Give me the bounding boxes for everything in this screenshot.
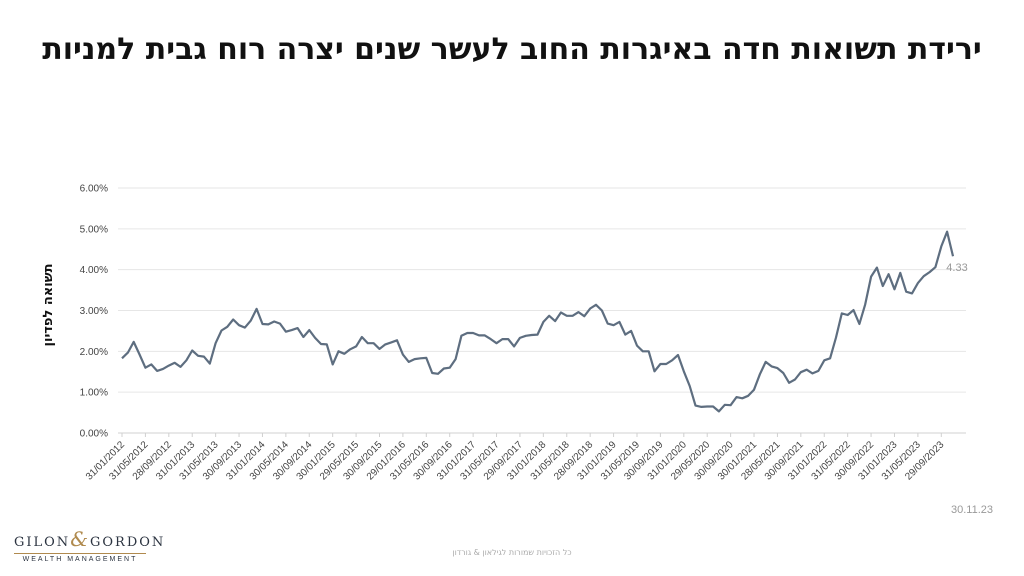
copyright-notice: כל הזכויות שמורות לגילאון & גורדון	[452, 548, 572, 557]
logo-divider	[14, 553, 146, 554]
logo-ampersand: &	[70, 527, 90, 551]
chart-title: ירידת תשואות חדה באיגרות החוב לעשר שנים …	[42, 32, 982, 67]
series-layer	[121, 230, 955, 413]
y-tick-label: 1.00%	[80, 388, 108, 399]
logo-wordmark: GILON&GORDON	[14, 527, 163, 551]
y-tick-label: 2.00%	[80, 347, 108, 358]
last-value-label: 4.33	[946, 262, 967, 274]
company-logo: GILON&GORDON WEALTH MANAGEMENT	[14, 527, 163, 563]
logo-brand-left: GILON	[14, 535, 71, 550]
yield-line-chart: 0.00% 1.00% 2.00% 3.00% 4.00% 5.00% 6.00% 31/0…	[41, 184, 968, 483]
logo-tagline: WEALTH MANAGEMENT	[22, 556, 138, 563]
yield-series-line	[121, 230, 955, 413]
x-axis-ticks: 31/01/201231/05/201228/09/201231/01/2013…	[84, 439, 947, 482]
y-tick-label: 4.00%	[80, 265, 108, 276]
axes	[118, 432, 966, 437]
gridlines	[118, 187, 966, 393]
y-tick-label: 5.00%	[80, 224, 108, 235]
logo-brand-right: GORDON	[90, 535, 166, 550]
y-axis-title: תשואה לפדיון	[41, 264, 56, 347]
date-stamp: 30.11.23	[950, 504, 993, 516]
y-axis-ticks: 0.00% 1.00% 2.00% 3.00% 4.00% 5.00% 6.00%	[80, 184, 108, 440]
y-tick-label: 3.00%	[80, 306, 108, 317]
y-tick-label: 0.00%	[80, 429, 108, 440]
y-tick-label: 6.00%	[80, 184, 108, 195]
